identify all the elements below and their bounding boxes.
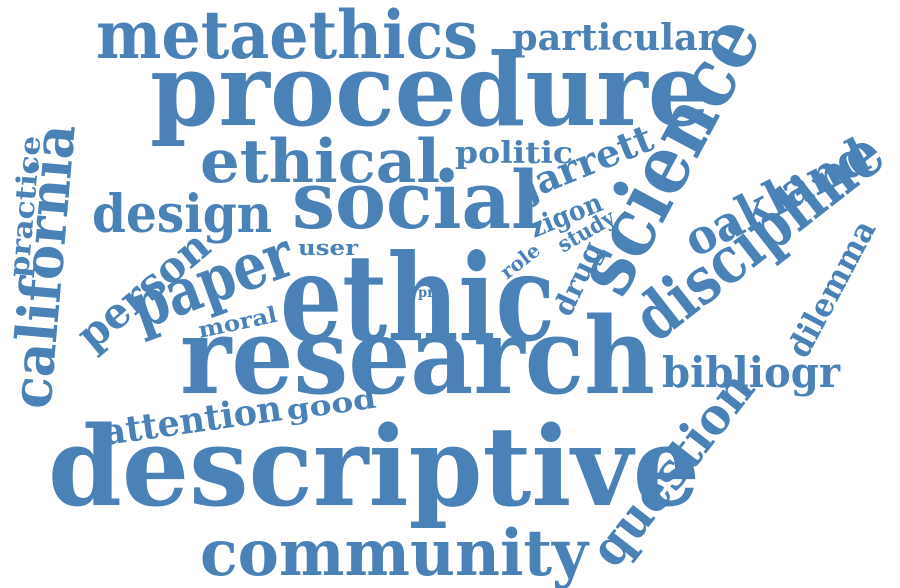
word-procedure: procedure xyxy=(150,31,710,149)
word-research: research xyxy=(180,293,655,418)
word-community: community xyxy=(200,516,590,588)
word-particular: particular xyxy=(512,17,718,59)
word-metaethics: metaethics xyxy=(96,0,478,74)
word-politic: politic xyxy=(455,136,573,171)
word-ethic: ethic xyxy=(280,228,555,369)
word-pr: pr xyxy=(418,285,435,301)
word-user: user xyxy=(298,235,359,260)
word-design: design xyxy=(92,184,272,245)
word-descriptive: descriptive xyxy=(48,402,700,531)
word-social: social xyxy=(292,153,540,247)
word-ethical: ethical xyxy=(200,127,440,197)
word-bibliogr: bibliogr xyxy=(662,348,841,397)
